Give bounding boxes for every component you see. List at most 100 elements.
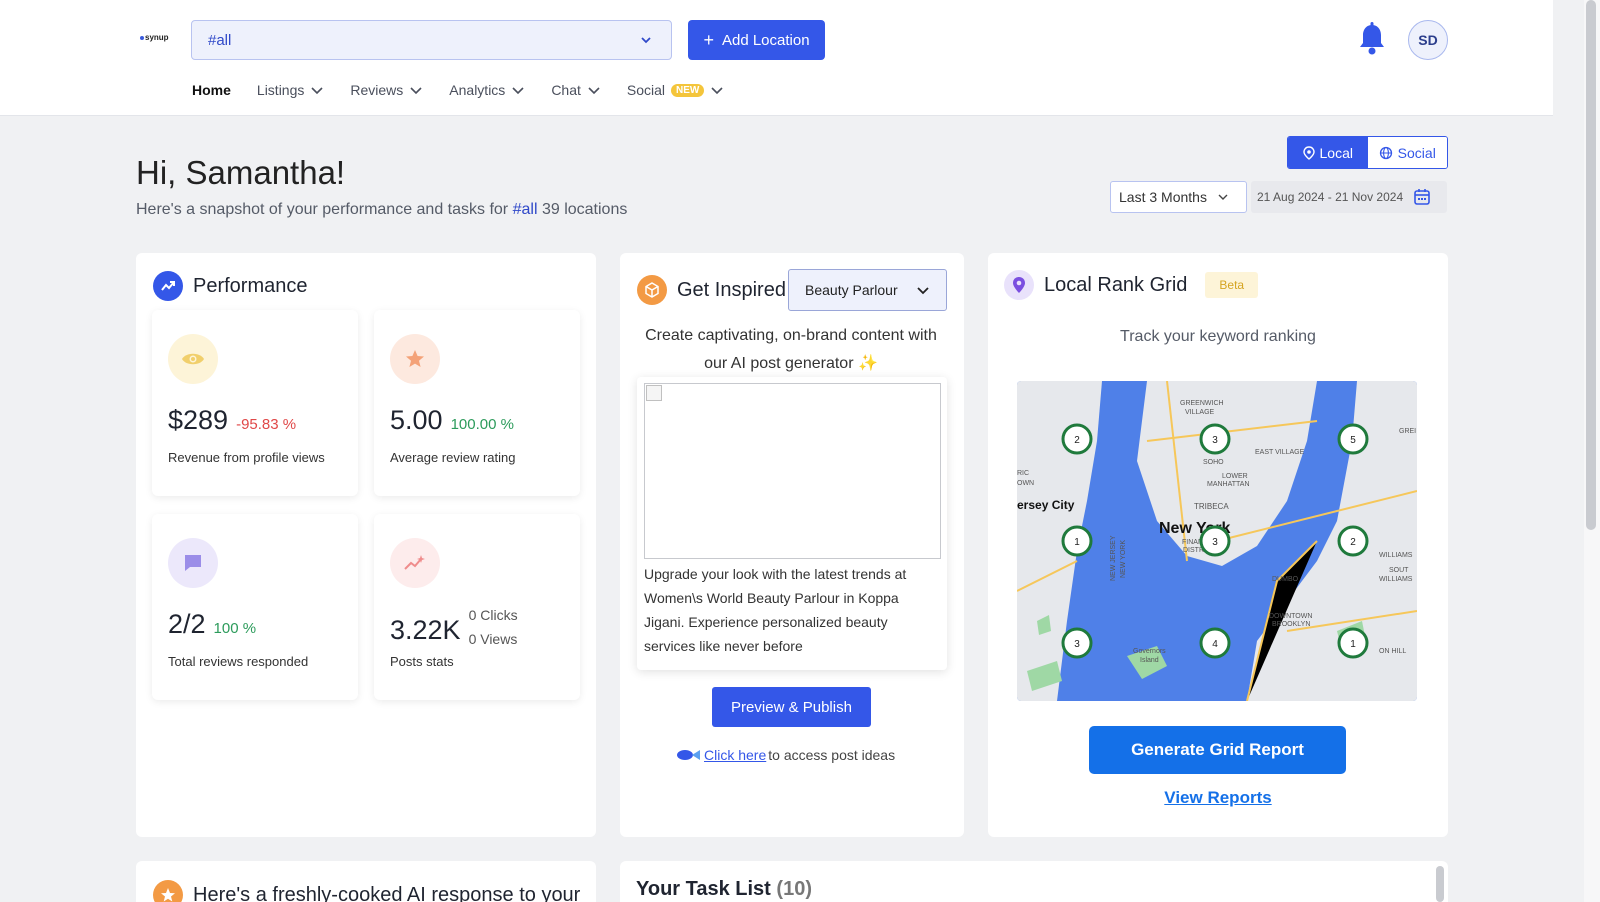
click-here-link[interactable]: Click here: [704, 747, 767, 763]
nav-chat[interactable]: Chat: [551, 82, 601, 98]
stat-revenue-change: -95.83 %: [236, 416, 297, 433]
date-range-value: Last 3 Months: [1119, 189, 1207, 205]
rank-pin-label: 2: [1074, 435, 1080, 446]
map-label-jersey-city: ersey City: [1017, 498, 1075, 512]
rank-pin[interactable]: 2: [1337, 525, 1369, 557]
rank-pin-label: 1: [1350, 639, 1356, 650]
rank-pin[interactable]: 4: [1199, 627, 1231, 659]
rank-pins: 2 3 5 1 3 2 3 4 1: [1061, 423, 1369, 659]
stat-responded-value: 2/2: [168, 609, 206, 639]
stat-posts-label: Posts stats: [390, 654, 454, 669]
chevron-down-icon: [512, 87, 524, 95]
stat-value: $289 -95.83 %: [168, 405, 296, 436]
rank-grid-title-text: Local Rank Grid: [1044, 273, 1188, 296]
nav-chat-label: Chat: [551, 82, 581, 98]
rank-pin[interactable]: 2: [1061, 423, 1093, 455]
fish-icon: [677, 750, 700, 760]
generate-grid-report-button[interactable]: Generate Grid Report: [1089, 726, 1346, 774]
new-badge: NEW: [671, 83, 705, 97]
rank-pin[interactable]: 1: [1061, 525, 1093, 557]
view-toggle: Local Social: [1287, 136, 1448, 169]
map-label-district: DISTRICT: [1183, 547, 1216, 554]
map-label-gre: GREI: [1399, 428, 1416, 435]
category-select[interactable]: Beauty Parlour: [788, 269, 947, 311]
get-inspired-title: Get Inspired: [637, 275, 786, 305]
category-select-value: Beauty Parlour: [805, 282, 898, 298]
toggle-local[interactable]: Local: [1288, 137, 1368, 168]
rank-pin-label: 3: [1212, 537, 1218, 548]
chevron-down-icon: [588, 87, 600, 95]
generate-grid-report-label: Generate Grid Report: [1131, 740, 1304, 759]
stat-responded[interactable]: 2/2 100 % Total reviews responded: [152, 514, 358, 700]
rank-pin[interactable]: 3: [1199, 423, 1231, 455]
star-icon: [390, 334, 440, 384]
nav-reviews-label: Reviews: [350, 82, 404, 98]
rank-pin[interactable]: 1: [1337, 627, 1369, 659]
chevron-down-icon: [1218, 194, 1228, 200]
chevron-down-icon: [311, 87, 323, 95]
date-range-text: 21 Aug 2024 - 21 Nov 2024: [1257, 190, 1404, 204]
stat-value: 3.22K 0 Clicks 0 Views: [390, 607, 518, 651]
greeting-title: Hi, Samantha!: [136, 154, 346, 191]
nav-home[interactable]: Home: [192, 82, 231, 98]
preview-publish-button[interactable]: Preview & Publish: [712, 687, 871, 727]
get-inspired-title-text: Get Inspired: [677, 278, 786, 301]
add-location-button[interactable]: + Add Location: [688, 20, 825, 60]
map-label-lower: LOWER: [1222, 473, 1248, 480]
stat-value: 2/2 100 %: [168, 609, 256, 640]
rank-grid-map[interactable]: GREENWICH VILLAGE EAST VILLAGE SOHO LOWE…: [1017, 381, 1417, 701]
nav-social[interactable]: Social NEW: [627, 82, 724, 98]
rank-pin[interactable]: 3: [1199, 525, 1231, 557]
trending-up-icon: [153, 271, 183, 301]
ai-response-title-text: Here's a freshly-cooked AI response to y…: [193, 883, 581, 902]
map-label-tribeca: TRIBECA: [1194, 502, 1229, 511]
beta-badge: Beta: [1205, 272, 1259, 298]
calendar-icon[interactable]: [1413, 188, 1431, 206]
stat-posts[interactable]: 3.22K 0 Clicks 0 Views Posts stats: [374, 514, 580, 700]
nav-analytics[interactable]: Analytics: [449, 82, 525, 98]
inspire-description: Create captivating, on-brand content wit…: [630, 322, 952, 378]
nav-home-label: Home: [192, 82, 231, 98]
stat-rating[interactable]: 5.00 100.00 % Average review rating: [374, 310, 580, 496]
avatar[interactable]: SD: [1408, 20, 1448, 60]
location-select-value: #all: [208, 31, 232, 49]
chevron-down-icon: [410, 87, 422, 95]
preview-publish-label: Preview & Publish: [731, 698, 852, 716]
performance-title: Performance: [153, 271, 308, 301]
top-bar: synup #all + Add Location SD Home Listin…: [0, 0, 1553, 116]
chevron-down-icon: [711, 87, 723, 95]
stat-revenue[interactable]: $289 -95.83 % Revenue from profile views: [152, 310, 358, 496]
rank-pin-label: 1: [1074, 537, 1080, 548]
date-range-display[interactable]: 21 Aug 2024 - 21 Nov 2024: [1251, 181, 1447, 213]
scrollbar-thumb[interactable]: [1586, 0, 1596, 530]
map-pin-icon: [1004, 270, 1034, 300]
nav-listings[interactable]: Listings: [257, 82, 324, 98]
rank-pin-label: 5: [1350, 435, 1356, 446]
task-list-scrollbar[interactable]: [1436, 866, 1444, 902]
nav-analytics-label: Analytics: [449, 82, 506, 98]
rank-pin[interactable]: 5: [1337, 423, 1369, 455]
bell-icon[interactable]: [1356, 22, 1388, 56]
post-preview-card[interactable]: Upgrade your look with the latest trends…: [637, 377, 947, 670]
stat-responded-change: 100 %: [213, 620, 257, 637]
toggle-social[interactable]: Social: [1367, 137, 1447, 168]
map-label-soho: SOHO: [1203, 459, 1224, 466]
view-reports-link[interactable]: View Reports: [1164, 788, 1272, 807]
main-nav: Home Listings Reviews Analytics Chat Soc…: [192, 82, 724, 98]
chevron-down-icon: [641, 37, 651, 44]
date-range-select[interactable]: Last 3 Months: [1110, 181, 1247, 213]
map-label-governors: Governors: [1133, 648, 1166, 655]
inspire-desc-line2: our AI post generator ✨: [704, 355, 878, 372]
location-select[interactable]: #all: [191, 20, 672, 60]
map-canvas: GREENWICH VILLAGE EAST VILLAGE SOHO LOWE…: [1017, 381, 1417, 701]
map-label-downtown: DOWNTOWN: [1269, 613, 1312, 620]
nav-reviews[interactable]: Reviews: [350, 82, 423, 98]
snapshot-tag: #all: [512, 201, 538, 218]
ai-response-card: [136, 861, 596, 902]
globe-icon: [1379, 146, 1392, 159]
nav-social-label: Social: [626, 82, 666, 98]
add-location-label: Add Location: [721, 31, 810, 49]
rank-pin[interactable]: 3: [1061, 627, 1093, 659]
stat-rating-value: 5.00: [390, 405, 443, 435]
logo[interactable]: synup: [140, 33, 169, 42]
